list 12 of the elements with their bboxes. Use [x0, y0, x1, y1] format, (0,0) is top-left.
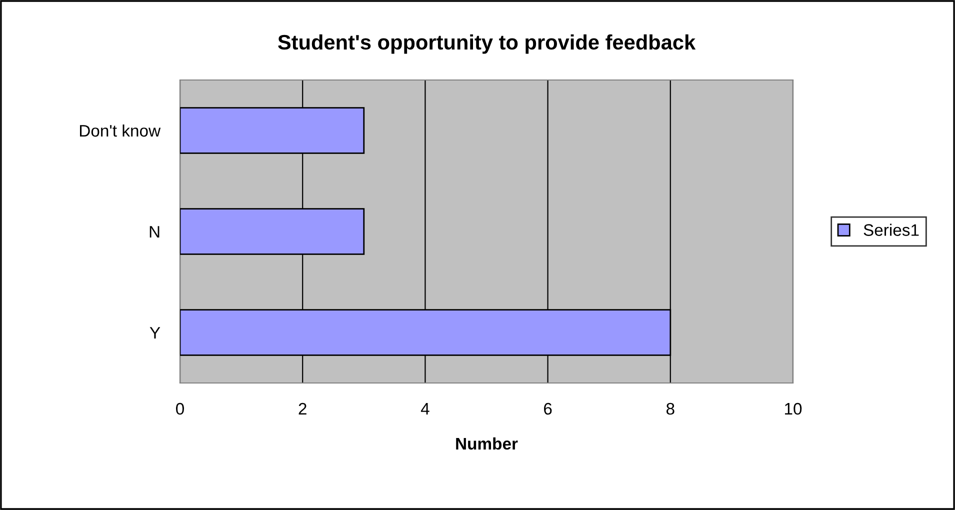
x-axis-title: Number: [456, 437, 518, 450]
x-tick-label: 8: [666, 402, 674, 415]
y-tick-label: Don't know: [80, 124, 161, 137]
x-tick-label: 0: [176, 402, 184, 415]
x-tick-label: 10: [785, 402, 802, 415]
y-tick-label: Y: [150, 327, 160, 339]
x-tick-label: 4: [420, 403, 430, 415]
chart-title: Student's opportunity to provide feedback: [278, 34, 696, 54]
x-tick-label: 6: [544, 402, 552, 415]
legend-label: Series1: [864, 224, 919, 236]
y-tick-label: N: [150, 226, 160, 238]
x-tick-label: 2: [298, 402, 306, 415]
